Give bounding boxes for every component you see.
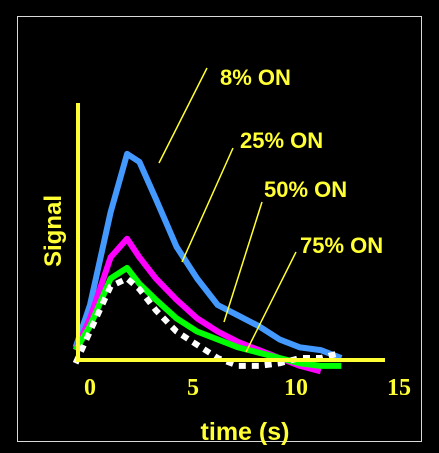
annotation-label-2: 25% ON	[240, 128, 323, 153]
annotation-leader-3	[223, 201, 263, 323]
annotation-label-1: 8% ON	[220, 65, 291, 90]
axis-layer	[76, 103, 385, 362]
annotation-leader-2	[181, 147, 234, 263]
annotation-leader-1	[158, 67, 208, 164]
x-tick-label-15: 15	[387, 375, 411, 401]
chart-panel-border	[17, 16, 422, 442]
annotation-leader-4	[245, 251, 297, 353]
annotation-label-4: 75% ON	[300, 233, 383, 258]
tick-layer: 0 5 10 15	[84, 375, 411, 401]
series-line-2	[72, 235, 322, 375]
x-tick-label-5: 5	[187, 375, 199, 401]
x-axis-label: time (s)	[201, 418, 290, 446]
annotation-layer: 8% ON 25% ON 50% ON 75% ON	[158, 65, 383, 353]
x-tick-label-0: 0	[84, 375, 96, 401]
x-tick-label-10: 10	[284, 375, 308, 401]
series-line-1	[72, 150, 343, 361]
annotation-label-3: 50% ON	[264, 177, 347, 202]
y-axis-label: Signal	[40, 195, 67, 267]
